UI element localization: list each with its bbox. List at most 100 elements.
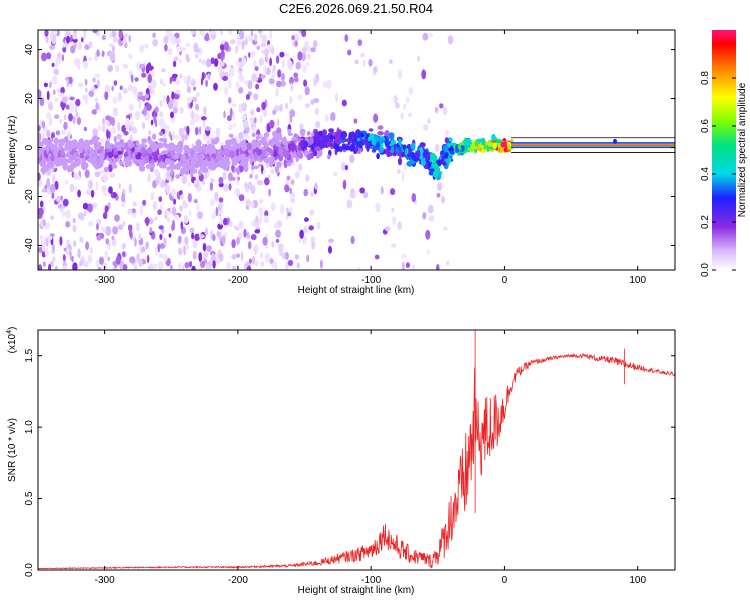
noise-speckle	[101, 226, 107, 233]
ridge-cell	[41, 139, 46, 146]
ridge-cell	[88, 153, 93, 158]
noise-speckle	[297, 94, 303, 100]
ridge-cell	[341, 143, 346, 151]
noise-speckle	[285, 178, 289, 187]
noise-speckle	[258, 30, 263, 34]
noise-speckle	[190, 30, 196, 36]
ridge-cell	[68, 154, 73, 160]
noise-speckle	[172, 73, 178, 78]
noise-speckle	[417, 55, 420, 62]
noise-speckle	[275, 87, 279, 98]
noise-speckle	[49, 183, 56, 194]
noise-speckle	[285, 251, 289, 260]
noise-speckle	[244, 135, 251, 140]
noise-speckle	[117, 121, 120, 132]
noise-speckle	[212, 260, 216, 269]
noise-speckle	[344, 164, 349, 171]
noise-speckle	[247, 80, 253, 90]
noise-speckle	[245, 198, 251, 208]
noise-speckle	[67, 130, 71, 141]
noise-speckle	[141, 72, 147, 78]
noise-speckle	[246, 231, 250, 240]
ridge-cell	[233, 167, 238, 173]
noise-speckle	[315, 121, 321, 129]
noise-speckle	[101, 50, 105, 57]
noise-speckle	[220, 30, 224, 36]
noise-speckle	[280, 204, 285, 215]
noise-speckle	[245, 186, 250, 193]
noise-speckle	[46, 129, 51, 138]
noise-speckle	[48, 101, 53, 111]
noise-speckle	[232, 123, 237, 128]
snr-series-line	[38, 330, 675, 570]
noise-speckle	[298, 237, 301, 244]
noise-speckle	[72, 33, 77, 40]
ridge-cell	[357, 132, 361, 138]
noise-speckle	[115, 255, 121, 265]
noise-speckle	[397, 221, 402, 230]
ridge-cell	[50, 155, 55, 162]
y-tick-label: 1.5	[24, 348, 35, 362]
noise-speckle	[141, 122, 146, 130]
noise-speckle	[164, 44, 168, 52]
noise-speckle	[40, 239, 44, 247]
ridge-cell	[224, 160, 230, 165]
noise-speckle	[191, 232, 195, 240]
noise-speckle	[122, 221, 126, 226]
noise-speckle	[190, 110, 195, 120]
ridge-cell	[613, 138, 618, 144]
noise-speckle	[184, 236, 189, 246]
noise-speckle	[163, 237, 167, 243]
noise-speckle	[55, 130, 61, 136]
colorbar-tick-label: 0.6	[700, 119, 711, 133]
noise-speckle	[231, 103, 237, 108]
noise-speckle	[395, 102, 400, 109]
noise-speckle	[297, 51, 303, 61]
noise-speckle	[72, 224, 77, 233]
noise-speckle	[400, 112, 405, 120]
noise-speckle	[245, 127, 249, 134]
noise-speckle	[151, 69, 155, 78]
noise-speckle	[159, 131, 164, 136]
noise-speckle	[228, 124, 233, 131]
noise-speckle	[226, 261, 232, 270]
noise-speckle	[65, 180, 69, 185]
ridge-cell	[257, 140, 262, 144]
y-tick-label: 20	[24, 93, 35, 105]
noise-speckle	[44, 247, 49, 258]
noise-speckle	[284, 184, 290, 193]
noise-speckle	[51, 34, 57, 45]
noise-speckle	[83, 126, 88, 132]
noise-speckle	[391, 207, 395, 212]
noise-speckle	[268, 188, 271, 197]
noise-speckle	[87, 254, 93, 264]
ridge-cell	[272, 130, 278, 138]
x-tick-label: 100	[629, 275, 646, 286]
noise-speckle	[302, 65, 307, 73]
noise-speckle	[265, 162, 270, 168]
noise-speckle	[144, 217, 150, 225]
ridge-cell	[216, 153, 223, 161]
noise-speckle	[57, 52, 61, 58]
noise-speckle	[194, 113, 200, 123]
noise-speckle	[247, 181, 253, 190]
noise-speckle	[72, 262, 78, 270]
ridge-cell	[142, 160, 147, 165]
noise-speckle	[304, 103, 311, 109]
noise-speckle	[150, 79, 157, 89]
ridge-cell	[66, 158, 73, 164]
ridge-cell	[443, 145, 449, 152]
ridge-cell	[158, 137, 165, 142]
noise-speckle	[184, 243, 190, 250]
noise-speckle	[71, 255, 74, 263]
noise-speckle	[187, 192, 192, 203]
noise-speckle	[92, 202, 98, 208]
noise-speckle	[289, 95, 293, 104]
ridge-cell	[287, 132, 293, 136]
ridge-cell	[310, 132, 315, 137]
noise-speckle	[73, 240, 77, 248]
ridge-cell	[492, 142, 497, 149]
ridge-cell	[131, 152, 136, 160]
noise-speckle	[224, 231, 227, 238]
ridge-cell	[136, 152, 142, 158]
